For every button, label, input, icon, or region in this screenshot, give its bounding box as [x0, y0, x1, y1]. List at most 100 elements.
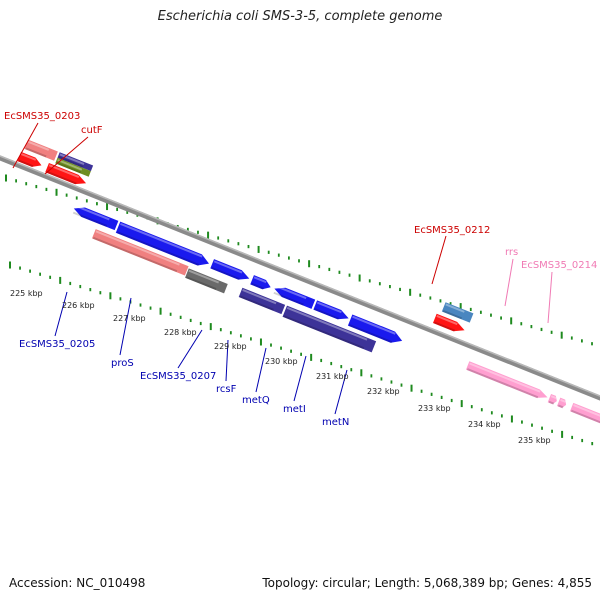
gene-metn-shade: [283, 315, 365, 350]
gene-ecsms35-0212-highlight: [445, 303, 465, 313]
gene-label-pros[interactable]: proS: [111, 358, 134, 369]
gene-red-a-body: [17, 151, 42, 167]
gene-metn-arrow-shade: [348, 324, 393, 344]
gene-rcsf-a-body: [210, 259, 250, 280]
leader-rrs: [504, 258, 514, 307]
inner-dotted-ruler: [9, 261, 594, 446]
gene-ecsms35-0212b: [432, 313, 465, 332]
gene-ecsms35-0205-body: [73, 207, 119, 231]
gene-rcsf-b-shade: [251, 282, 264, 290]
leader-metn: [334, 369, 348, 415]
gene-ecsms35-0212-body: [441, 302, 474, 323]
gene-metn-arrow-highlight: [352, 315, 396, 335]
gene-label-ecsms35-0203[interactable]: EcSMS35_0203: [4, 111, 80, 122]
gene-rcsf-b-highlight: [253, 276, 267, 284]
gene-rcsf-b-body: [250, 275, 271, 290]
leader-pros: [119, 297, 132, 356]
leader-ecsms35-0205: [54, 291, 68, 337]
gene-rrs-b-shade: [548, 400, 555, 405]
gene-label-metn[interactable]: metN: [322, 417, 349, 428]
gene-cutf-b: [55, 157, 91, 177]
leader-meti: [293, 355, 307, 402]
gene-ecsms35-0205-highlight: [75, 205, 110, 221]
gene-rrs-body: [466, 361, 548, 398]
gene-metq-arrow-body: [274, 287, 316, 309]
gene-metn-highlight: [286, 306, 368, 341]
tick-label: 232 kbp: [367, 387, 400, 396]
gene-label-ecsms35-0205[interactable]: EcSMS35_0205: [19, 339, 95, 350]
leader-ecsms35-0212: [431, 235, 447, 285]
gene-meti-arrow: [313, 300, 349, 320]
tick-label: 227 kbp: [113, 314, 146, 323]
gene-pros-upper-body: [115, 221, 210, 266]
leader-cutf: [44, 136, 89, 175]
accession-text: Accession: NC_010498: [9, 576, 146, 590]
gene-label-meti[interactable]: metI: [283, 404, 306, 415]
gene-ecsms35-0212b-highlight: [436, 315, 458, 326]
tick-label: 234 kbp: [468, 420, 501, 429]
gene-ecsms35-0212: [441, 302, 474, 323]
gene-labels: EcSMS35_0203 cutF EcSMS35_0212 rrs EcSMS…: [4, 111, 597, 428]
gene-cutf-a-body: [57, 152, 94, 172]
gene-rrs-b-body: [547, 393, 557, 405]
tick-label: 230 kbp: [265, 357, 298, 366]
tick-label: 226 kbp: [62, 301, 95, 310]
gene-label-metq[interactable]: metQ: [242, 395, 270, 406]
label-leader-lines: [12, 122, 553, 415]
gene-red-b-shade: [46, 170, 77, 185]
gene-meti-arrow-highlight: [316, 301, 342, 314]
gene-cutf-b-highlight: [57, 159, 83, 171]
gene-rrs-highlight: [469, 362, 541, 393]
gene-rrs: [466, 361, 548, 399]
gene-ecsms35-0207: [185, 268, 228, 294]
gene-ecsms35-0214-shade: [570, 409, 600, 431]
gene-metq-body: [238, 287, 286, 315]
gene-ecsms35-0212-shade: [442, 310, 463, 320]
gene-ecsms35-0203-body: [24, 139, 58, 161]
gene-metn-body: [282, 305, 377, 353]
gene-label-rrs[interactable]: rrs: [505, 247, 518, 258]
gene-ecsms35-0203-highlight: [27, 140, 50, 151]
gene-cutf-b-body: [55, 157, 91, 177]
gene-rrs-c-highlight: [560, 398, 566, 403]
gene-pros-body: [92, 229, 189, 276]
gene-metq: [238, 287, 286, 315]
gene-ecsms35-0212b-body: [432, 313, 465, 332]
gene-ecsms35-0214-highlight: [573, 404, 600, 425]
gene-red-a-highlight: [20, 153, 37, 161]
gene-pros-highlight: [95, 230, 180, 266]
gene-rrs-c-body: [557, 397, 567, 408]
gene-label-ecsms35-0207[interactable]: EcSMS35_0207: [140, 371, 216, 382]
gene-pros-shade: [92, 236, 178, 273]
leader-rcsf: [225, 339, 229, 382]
gene-meti-arrow-shade: [314, 308, 340, 320]
gene-ecsms35-0212b-shade: [433, 321, 456, 332]
leader-metq: [255, 347, 267, 393]
gene-rrs-c: [557, 397, 567, 409]
gene-metq-shade: [239, 295, 274, 311]
gene-metq-highlight: [242, 289, 277, 305]
leader-ecsms35-0214: [547, 271, 553, 324]
gene-label-cutf[interactable]: cutF: [81, 125, 103, 136]
tick-label: 233 kbp: [418, 404, 451, 413]
gene-pros: [92, 229, 189, 276]
gene-red-b-highlight: [48, 164, 80, 179]
gene-label-rcsf[interactable]: rcsF: [216, 384, 237, 395]
tick-label: 235 kbp: [518, 436, 551, 445]
gene-label-ecsms35-0212[interactable]: EcSMS35_0212: [414, 225, 490, 236]
gene-rcsf-a-highlight: [213, 260, 243, 274]
gene-rrs-shade: [466, 368, 539, 399]
gene-ecsms35-0214: [570, 402, 600, 434]
gene-rcsf-a-shade: [211, 266, 240, 280]
gene-label-ecsms35-0214[interactable]: EcSMS35_0214: [521, 260, 597, 271]
kbp-tick-labels: 225 kbp 226 kbp 227 kbp 228 kbp 229 kbp …: [10, 289, 551, 445]
gene-rrs-c-shade: [557, 404, 564, 409]
gene-ecsms35-0207-body: [185, 268, 228, 294]
tick-label: 228 kbp: [164, 328, 197, 337]
gene-cutf-a-shade: [58, 156, 84, 168]
gene-red-a-shade: [18, 159, 34, 168]
gene-ecsms35-0207-highlight: [188, 269, 220, 284]
gene-cutf-b-shade: [56, 161, 82, 174]
gene-metq-arrow-highlight: [276, 285, 307, 300]
